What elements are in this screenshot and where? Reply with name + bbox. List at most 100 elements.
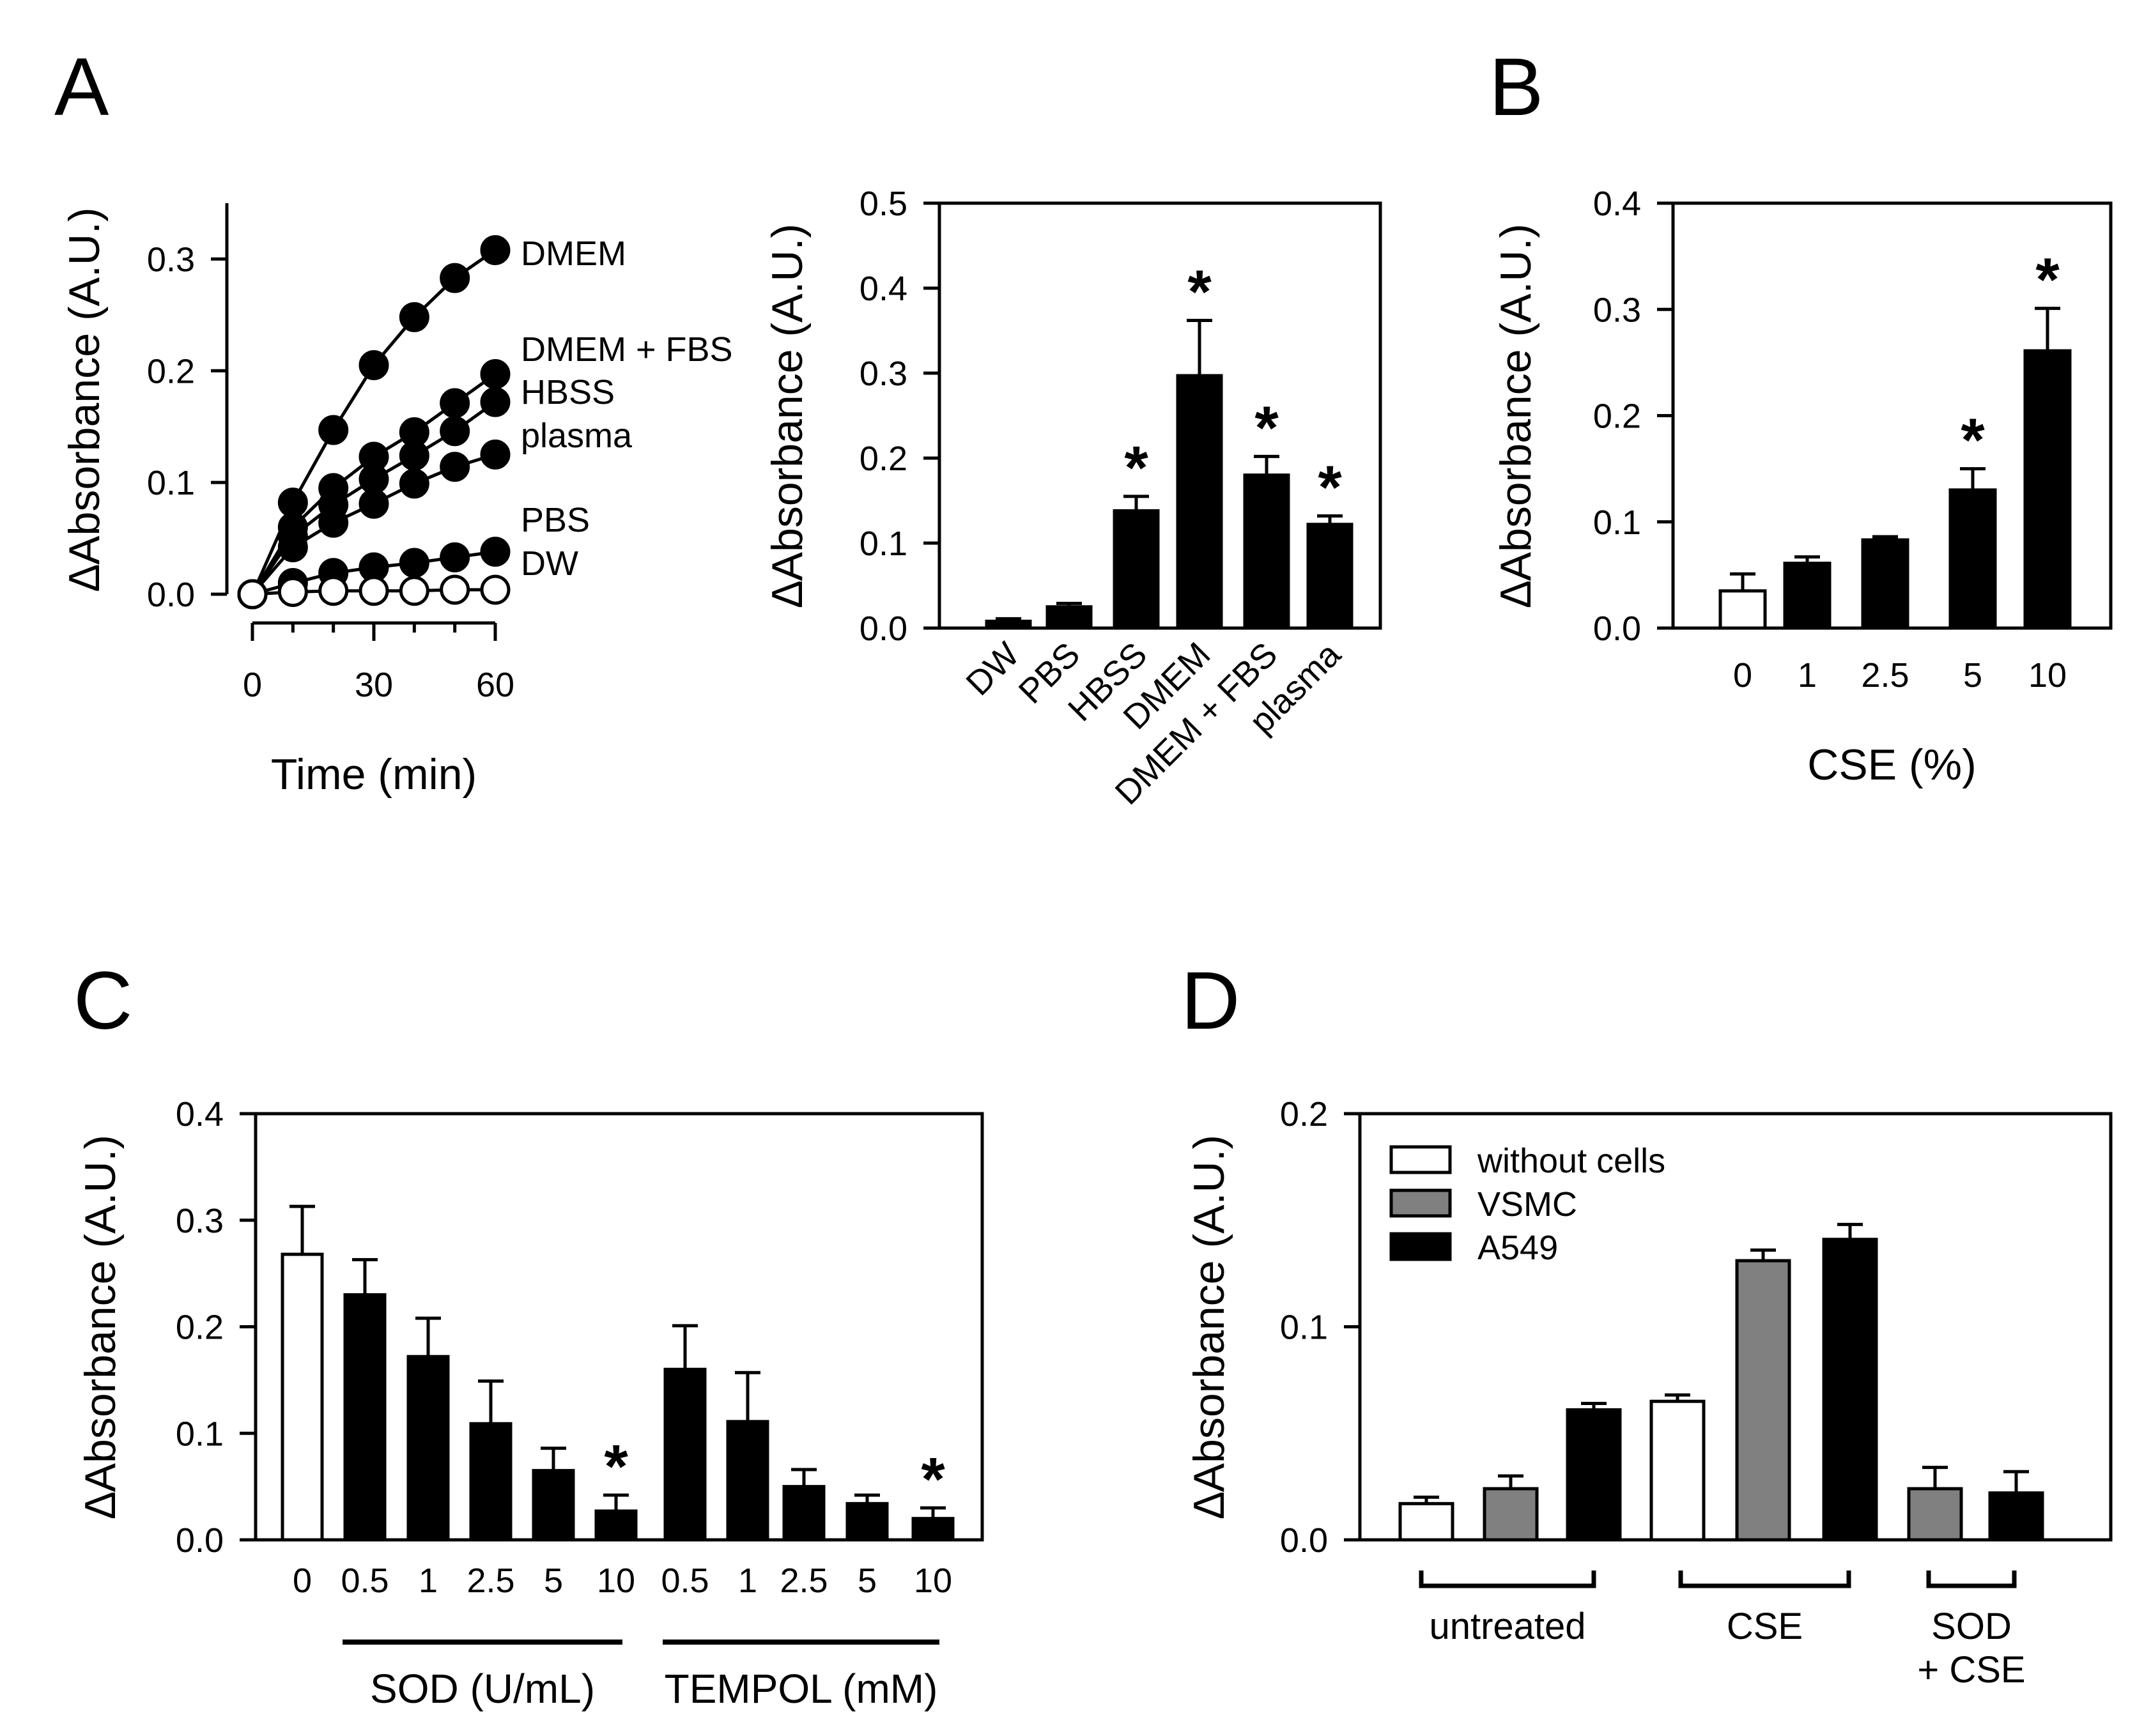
bar (594, 1509, 638, 1542)
y-tick-label: 0.3 (1593, 291, 1641, 329)
data-point (399, 576, 429, 606)
x-tick-label: 5 (858, 1562, 877, 1600)
y-tick-label: 0.0 (1280, 1521, 1328, 1560)
bar (1718, 589, 1767, 630)
x-tick-label: 60 (476, 666, 514, 704)
y-tick-label: 0.1 (1280, 1309, 1328, 1347)
series-label: DMEM + FBS (521, 330, 733, 369)
series-label: PBS (521, 501, 590, 539)
group-label: untreated (1429, 1606, 1585, 1647)
data-point (318, 576, 349, 606)
x-tick-label: 10 (597, 1562, 635, 1600)
bar (1045, 605, 1093, 630)
data-point (399, 468, 429, 499)
legend-label: without cells (1477, 1142, 1665, 1180)
y-tick-label: 0.1 (147, 464, 195, 502)
bar (663, 1367, 707, 1542)
y-axis-label: ∆Absorbance (A.U.) (76, 1135, 125, 1519)
data-point (237, 579, 268, 610)
significance-star: * (1124, 434, 1148, 502)
data-point (440, 452, 470, 482)
x-tick-label: 0.5 (661, 1562, 709, 1600)
y-tick-label: 0.1 (176, 1415, 224, 1453)
data-point (277, 532, 308, 563)
x-tick-label: 10 (914, 1562, 952, 1600)
x-tick-label: 1 (1798, 656, 1817, 695)
data-point (440, 574, 470, 605)
bar (1907, 1487, 1963, 1542)
bar (2023, 349, 2072, 630)
bar (1861, 538, 1909, 630)
group-bracket (1678, 1571, 1851, 1588)
significance-star: * (921, 1445, 945, 1514)
data-point (480, 574, 511, 605)
group-label: + CSE (1917, 1649, 2025, 1691)
legend-swatch (1389, 1145, 1452, 1174)
panel-a-line-chart: 0.0 0.1 0.2 0.3 0 30 60 Time (min) ∆Absorbance (… (60, 203, 733, 799)
y-tick-label: 0.3 (176, 1202, 224, 1240)
bar (1783, 562, 1832, 630)
group-label: SOD (U/mL) (370, 1666, 595, 1712)
bar (1243, 473, 1290, 630)
data-point (359, 576, 389, 606)
x-tick-label: 0 (243, 666, 262, 704)
data-point (480, 387, 511, 417)
legend-label: A549 (1477, 1229, 1558, 1267)
significance-star: * (604, 1433, 628, 1501)
y-tick-label: 0.2 (860, 440, 907, 478)
x-axis-label: CSE (%) (1807, 741, 1976, 789)
y-tick-label: 0.4 (1593, 185, 1641, 223)
y-tick-label: 0.4 (176, 1095, 224, 1133)
bar (782, 1485, 826, 1542)
bar (1948, 488, 1997, 630)
data-point (480, 359, 511, 390)
series-label: plasma (521, 417, 633, 455)
data-point (440, 416, 470, 447)
data-point (440, 388, 470, 419)
bar (911, 1517, 955, 1542)
data-point (359, 350, 389, 381)
bar (532, 1469, 575, 1542)
y-tick-label: 0.1 (1593, 503, 1641, 542)
panel-b-bar-chart: 0.0 0.1 0.2 0.3 0.4 ∆Absorbance (A.U.) 0 1 2.5 * 5… (1492, 185, 2113, 789)
bar (343, 1293, 387, 1542)
x-axis-label: Time (min) (271, 750, 477, 799)
series-label: DW (521, 544, 578, 583)
y-tick-label: 0.0 (1593, 610, 1641, 648)
legend-swatch (1389, 1188, 1452, 1218)
data-point (318, 415, 349, 445)
y-axis-label: ∆Absorbance (A.U.) (763, 224, 812, 608)
group-label: TEMPOL (mM) (665, 1666, 938, 1712)
y-axis-label: ∆Absorbance (A.U.) (1185, 1135, 1233, 1519)
bar (1566, 1408, 1622, 1542)
bar (845, 1502, 889, 1542)
data-point (399, 302, 429, 332)
data-point (480, 537, 511, 567)
y-tick-label: 0.1 (860, 525, 907, 563)
panel-c-bar-chart: 0.0 0.1 0.2 0.3 0.4 ∆Absorbance (A.U.) 0 0.5 1 2.… (76, 1095, 984, 1712)
bar (1113, 509, 1160, 630)
x-tick-label: 2.5 (780, 1562, 828, 1600)
y-axis-label: ∆Absorbance (A.U.) (1492, 224, 1540, 608)
data-point (440, 263, 470, 293)
y-axis-label: ∆Absorbance (A.U.) (60, 208, 109, 592)
x-tick-label: 2.5 (467, 1562, 514, 1600)
bar (1306, 523, 1353, 630)
panel-label-c: C (73, 955, 132, 1047)
x-tick-label: 1 (419, 1562, 438, 1600)
y-tick-label: 0.0 (147, 576, 195, 614)
x-tick-label: 0 (1733, 656, 1752, 695)
group-label: SOD (1931, 1606, 2012, 1647)
x-tick-label: 2.5 (1861, 656, 1909, 695)
legend-label: VSMC (1477, 1185, 1577, 1224)
bar (726, 1420, 769, 1542)
panel-label-b: B (1489, 42, 1543, 133)
data-point (480, 234, 511, 265)
y-tick-label: 0.5 (860, 185, 907, 223)
group-label: CSE (1727, 1606, 1803, 1647)
panel-d-bar-chart: 0.0 0.1 0.2 ∆Absorbance (A.U.) without cells… (1185, 1095, 2113, 1691)
series-label: DMEM (521, 234, 626, 273)
y-tick-label: 0.3 (147, 240, 195, 279)
panel-label-d: D (1181, 955, 1240, 1047)
